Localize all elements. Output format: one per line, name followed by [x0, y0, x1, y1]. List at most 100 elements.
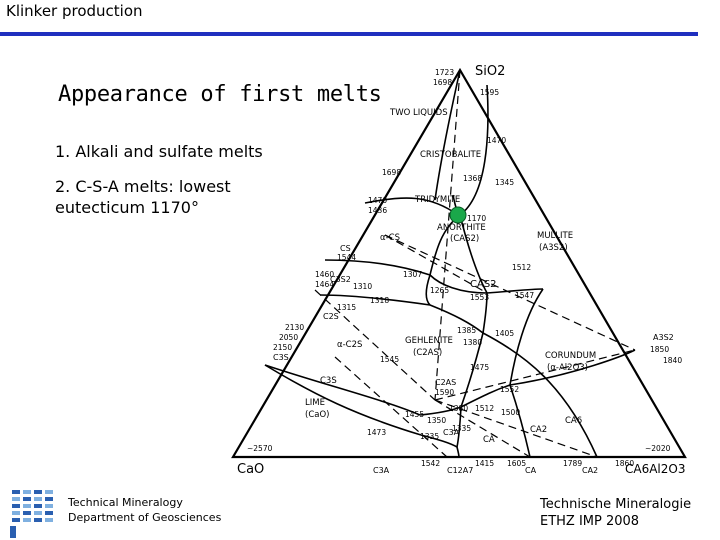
- compound-ca2: CA2: [582, 466, 598, 475]
- compound-c12a7: C12A7: [447, 466, 473, 475]
- field-anorthite-formula: (CAS2): [450, 234, 479, 244]
- footer-left-line2: Department of Geosciences: [68, 511, 222, 524]
- field-gehlenite: GEHLENITE: [405, 336, 453, 346]
- logo-tile: [45, 497, 53, 501]
- temp-1335a: 1335: [452, 424, 471, 433]
- temp-1590: 1590: [435, 388, 454, 397]
- temp-1318: 1318: [370, 296, 389, 305]
- temp-1698b: 1698: [382, 168, 401, 177]
- temp-1500: 1500: [501, 408, 520, 417]
- field-alpha-cs: α-CS: [380, 233, 400, 243]
- temp-1547: 1547: [515, 291, 534, 300]
- boundary-curve: [509, 349, 636, 386]
- header-divider: [0, 32, 698, 36]
- boundary-curve: [319, 294, 431, 306]
- temp-1415: 1415: [475, 459, 494, 468]
- field-lime-formula: (CaO): [305, 410, 329, 420]
- logo-tile: [12, 511, 20, 515]
- field-cristobalite: CRISTOBALITE: [420, 150, 481, 160]
- bullet-csa-melts: 2. C-S-A melts: lowest eutecticum 1170°: [55, 177, 231, 217]
- boundary-curve: [482, 292, 488, 334]
- logo-tile: [23, 511, 31, 515]
- compound-cs: CS: [340, 244, 351, 253]
- temp-1605: 1605: [507, 459, 526, 468]
- temp-1310: 1310: [353, 282, 372, 291]
- temp-1542: 1542: [421, 459, 440, 468]
- temp-2150: 2150: [273, 343, 292, 352]
- field-anorthite: ANORTHITE: [437, 223, 486, 233]
- temp-2570: ~2570: [247, 444, 273, 453]
- temp-1380b: 1380: [449, 404, 468, 413]
- boundary-curve: [425, 274, 431, 306]
- footer-right-line2: ETHZ IMP 2008: [540, 514, 640, 529]
- temp-1170: 1170: [467, 214, 486, 223]
- temp-1698a: 1698: [433, 78, 452, 87]
- temp-1380a: 1380: [463, 338, 482, 347]
- logo-tile: [34, 497, 42, 501]
- temp-2050: 2050: [279, 333, 298, 342]
- footer-right: Technische Mineralogie ETHZ IMP 2008: [540, 496, 691, 530]
- temp-2020: ~2020: [645, 444, 671, 453]
- alkemade-line: [434, 69, 461, 401]
- temp-1473: 1473: [367, 428, 386, 437]
- boundary-curve: [509, 288, 544, 386]
- alkemade-line: [434, 399, 531, 458]
- alkemade-line: [384, 234, 636, 351]
- compound-ca: CA: [525, 466, 537, 475]
- temp-1265: 1265: [430, 286, 449, 295]
- temp-1307: 1307: [403, 270, 422, 279]
- alkemade-line: [334, 356, 448, 458]
- temp-1595: 1595: [480, 88, 499, 97]
- temp-1860: 1860: [615, 459, 634, 468]
- field-tridymite: TRIDYMITE: [414, 195, 460, 205]
- logo-tile: [45, 518, 53, 522]
- temp-1552: 1552: [500, 385, 519, 394]
- boundary-curve: [264, 364, 422, 436]
- temp-1470a: 1470: [487, 136, 506, 145]
- field-ca6: CA6: [565, 416, 582, 426]
- boundary-curve: [460, 384, 511, 408]
- field-lime: LIME: [305, 398, 325, 408]
- field-corundum: CORUNDUM: [545, 351, 596, 361]
- compound-c2as: C2AS: [435, 378, 456, 387]
- field-c3s: C3S: [320, 376, 337, 386]
- phase-diagram: SiO2 CaO CA6Al2O3 TWO LIQUIDS CRISTOBALI…: [231, 64, 687, 477]
- boundary-curve: [420, 434, 458, 448]
- logo-tile: [34, 504, 42, 508]
- compound-c3a: C3A: [373, 466, 390, 475]
- temp-1512b: 1512: [475, 404, 494, 413]
- boundary-curve: [486, 288, 544, 294]
- temp-1840: 1840: [663, 356, 682, 365]
- alkemade-line: [384, 234, 488, 294]
- vertex-sio2: SiO2: [475, 64, 505, 79]
- boundary-curve: [429, 274, 488, 294]
- temp-1512a: 1512: [512, 263, 531, 272]
- logo-tile: [23, 504, 31, 508]
- footer-left: Technical Mineralogy Department of Geosc…: [68, 495, 221, 525]
- logo-tile: [45, 504, 53, 508]
- logo-tile: [45, 490, 53, 494]
- temp-1455: 1455: [405, 410, 424, 419]
- bullet-alkali-sulfate: 1. Alkali and sulfate melts: [55, 142, 263, 161]
- university-logo: [10, 490, 53, 538]
- alkemade-line: [314, 289, 436, 401]
- temp-1315: 1315: [337, 303, 356, 312]
- boundary-curve: [364, 197, 459, 216]
- logo-tile: [12, 518, 20, 522]
- boundary-curve: [459, 214, 488, 294]
- temp-1545: 1545: [380, 355, 399, 364]
- temp-1460: 1460: [315, 270, 334, 279]
- logo-tile: [45, 511, 53, 515]
- boundary-curve: [456, 406, 462, 448]
- footer-left-line1: Technical Mineralogy: [68, 496, 183, 509]
- eutectic-point: [449, 206, 467, 224]
- temp-1385: 1385: [457, 326, 476, 335]
- boundary-curve: [434, 69, 461, 201]
- field-ca: CA: [483, 435, 495, 445]
- logo-tile: [23, 518, 31, 522]
- field-mullite-formula: (A3S2): [539, 243, 568, 253]
- boundary-curve: [429, 304, 484, 334]
- alkemade-line: [434, 349, 636, 401]
- boundary-curve: [460, 332, 484, 408]
- temp-1345: 1345: [495, 178, 514, 187]
